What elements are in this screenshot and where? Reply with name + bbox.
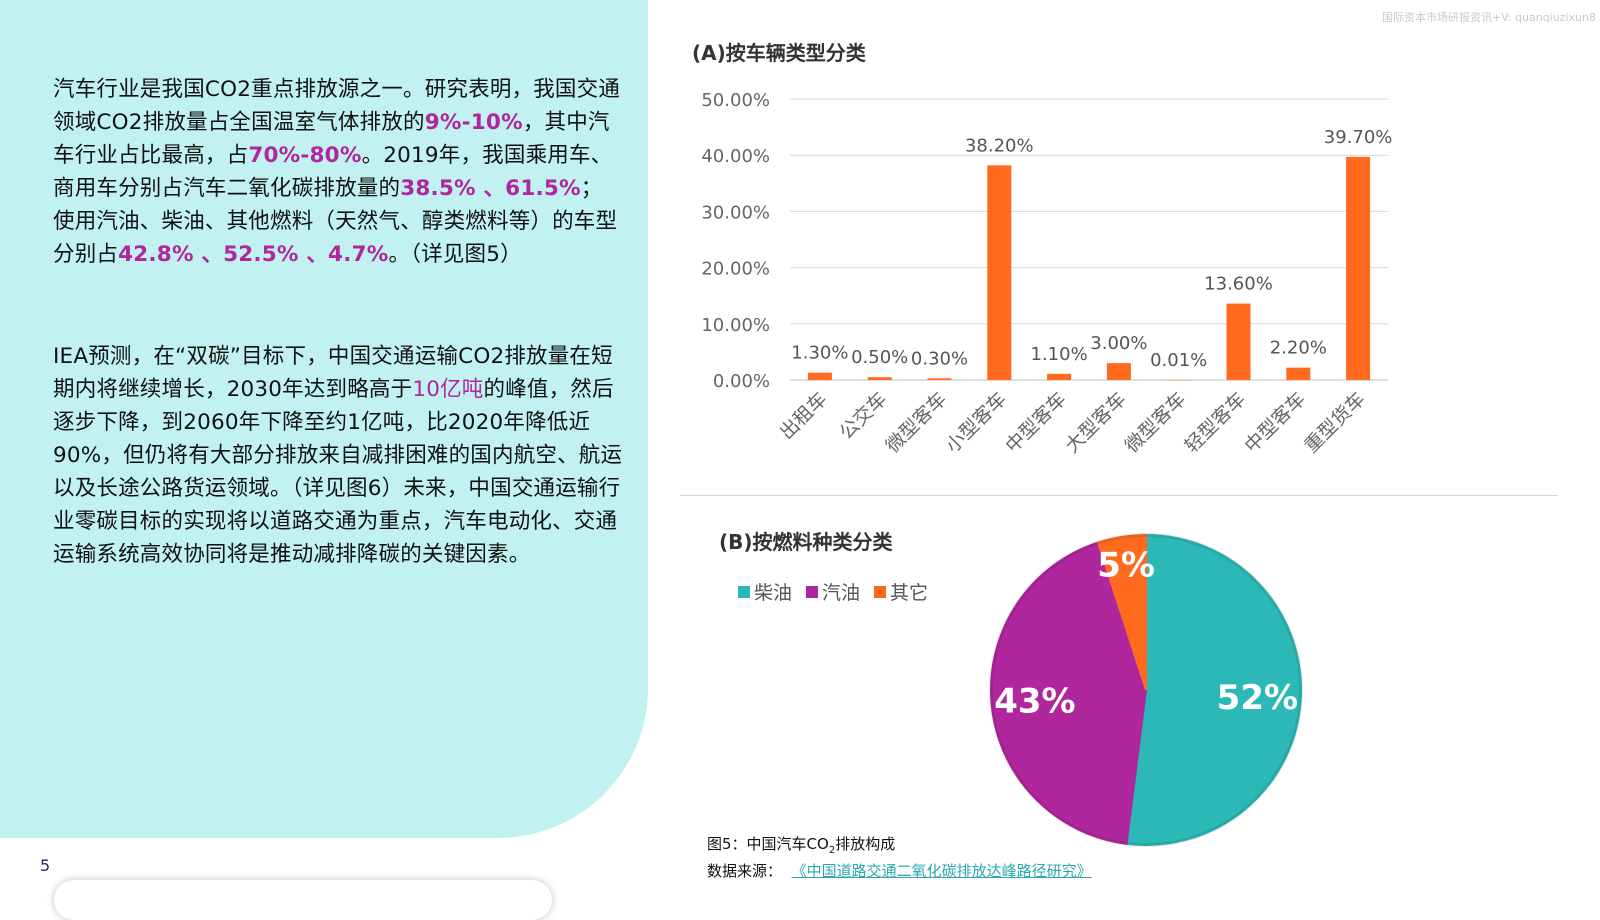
legend-swatch-other: [874, 585, 887, 598]
p1-segment: 38.5% 、61.5%: [400, 176, 581, 201]
legend-label-gasoline: 汽油: [822, 582, 861, 604]
pie-data-label: 43%: [994, 682, 1075, 722]
iea-paragraph: IEA预测，在“双碳”目标下，中国交通运输CO2排放量在短期内将继续增长，203…: [53, 340, 623, 571]
bar-data-label: 38.20%: [965, 135, 1034, 156]
bar: [1286, 367, 1311, 380]
bar: [1106, 363, 1131, 380]
bar-data-label: 0.30%: [911, 348, 968, 369]
pie-data-label: 5%: [1097, 545, 1155, 585]
bar-data-label: 13.60%: [1204, 274, 1273, 295]
y-tick-label: 0.00%: [713, 371, 770, 392]
bar: [1346, 156, 1371, 380]
bar-data-label: 3.00%: [1090, 333, 1147, 354]
pie-chart: 52% 43% 5%: [989, 533, 1303, 847]
source-link[interactable]: 《中国道路交通二氧化碳排放达峰路径研究》: [791, 862, 1092, 880]
legend-swatch-gasoline: [806, 585, 819, 598]
p1-segment: 汽车行业是我国CO2重点排放源之一。研究表明，我国交通领域CO2排放量占全国温室…: [53, 77, 621, 135]
bar-data-label: 0.50%: [851, 347, 908, 368]
caption-line-1: 图5：中国汽车CO2排放构成: [707, 834, 1092, 861]
watermark: 国际资本市场研报资讯+V: quanqiuzixun8: [1381, 11, 1596, 24]
legend-label-other: 其它: [890, 582, 929, 604]
p2-segment: 10亿吨: [412, 377, 484, 402]
legend-item-gasoline: 汽油: [806, 578, 860, 605]
pie-outline: [989, 533, 1303, 847]
p1-segment: ，其中汽车行业占比最高，占: [53, 110, 610, 168]
bar-data-label: 0.01%: [1150, 350, 1207, 371]
caption-title: 图5：中国汽车CO: [707, 835, 829, 853]
bar-chart-title: (A)按车辆类型分类: [692, 41, 866, 65]
pie-data-label: 52%: [1217, 678, 1298, 718]
bar-data-label: 1.30%: [791, 343, 848, 364]
p1-segment: 。（详见图5）: [388, 242, 522, 267]
legend-item-diesel: 柴油: [738, 578, 792, 605]
bar: [867, 377, 892, 380]
p1-segment: ；使用汽油、柴油、其他燃料（天然气、醇类燃料等）的车型分别占: [53, 176, 618, 267]
caption-title-suffix: 排放构成: [835, 835, 896, 853]
legend-label-diesel: 柴油: [754, 582, 793, 604]
bar-data-label: 39.70%: [1324, 127, 1393, 148]
bar: [927, 378, 952, 380]
caption-line-2: 数据来源： 《中国道路交通二氧化碳排放达峰路径研究》: [707, 861, 1092, 882]
p1-segment: 70%-80%: [248, 143, 362, 168]
y-tick-label: 30.00%: [701, 202, 770, 223]
chart-divider: [680, 495, 1558, 496]
y-tick-label: 40.00%: [701, 146, 770, 167]
bar: [807, 372, 832, 380]
p2-segment: IEA预测，在“双碳”目标下，中国交通运输CO2排放量在短期内将继续增长，203…: [53, 344, 613, 402]
y-tick-label: 10.00%: [701, 315, 770, 336]
bar-data-label: 2.20%: [1270, 338, 1327, 359]
left-text-panel: 汽车行业是我国CO2重点排放源之一。研究表明，我国交通领域CO2排放量占全国温室…: [0, 0, 648, 838]
intro-paragraph: 汽车行业是我国CO2重点排放源之一。研究表明，我国交通领域CO2排放量占全国温室…: [53, 73, 623, 271]
bar: [987, 165, 1012, 380]
caption-source-label: 数据来源：: [707, 862, 783, 880]
pie-chart-title: (B)按燃料种类分类: [719, 530, 893, 554]
bar: [1226, 303, 1251, 380]
p1-segment: 42.8% 、52.5% 、4.7%: [118, 242, 389, 267]
pie-slice: [1096, 533, 1147, 691]
pie-slice: [1125, 533, 1302, 846]
caption-subscript: 2: [828, 845, 836, 856]
p1-segment: 9%-10%: [424, 110, 523, 135]
page-number: 5: [40, 856, 51, 875]
p2-segment: 的峰值，然后逐步下降，到2060年下降至约1亿吨，比2020年降低近90%，但仍…: [53, 377, 623, 567]
p1-segment: 。2019年，我国乘用车、商用车分别占汽车二氧化碳排放量的: [53, 143, 613, 201]
bar: [1166, 379, 1191, 381]
figure-caption: 图5：中国汽车CO2排放构成 数据来源： 《中国道路交通二氧化碳排放达峰路径研究…: [707, 834, 1092, 882]
bar-data-label: 1.10%: [1031, 344, 1088, 365]
bar: [1047, 373, 1072, 380]
legend-swatch-diesel: [738, 585, 750, 598]
y-tick-label: 20.00%: [701, 259, 770, 280]
pie-slice: [989, 541, 1148, 845]
legend-item-other: 其它: [874, 578, 928, 605]
bar-chart: 0.00% 10.00% 20.00% 30.00% 40.00% 50.00% 1.30%…: [701, 90, 1393, 457]
y-tick-label: 50.00%: [701, 90, 770, 111]
pie-legend: 柴油 汽油 其它: [738, 578, 928, 605]
